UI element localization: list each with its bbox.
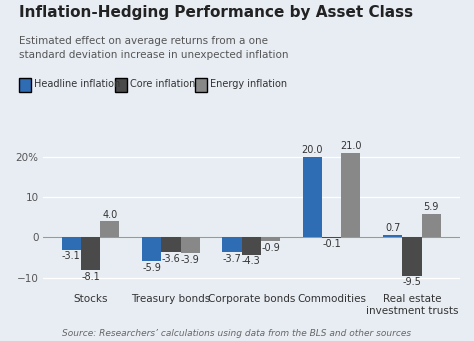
Bar <box>161 237 181 252</box>
Bar <box>322 237 341 238</box>
Text: -3.9: -3.9 <box>181 255 200 265</box>
Bar <box>142 237 161 261</box>
Bar <box>222 237 242 252</box>
Text: Estimated effect on average returns from a one
standard deviation increase in un: Estimated effect on average returns from… <box>19 36 289 60</box>
Text: -5.9: -5.9 <box>142 263 161 273</box>
Text: Headline inflation: Headline inflation <box>34 78 120 89</box>
Bar <box>81 237 100 270</box>
Text: 4.0: 4.0 <box>102 210 118 220</box>
Text: Core inflation: Core inflation <box>130 78 196 89</box>
Bar <box>261 237 280 241</box>
Text: 5.9: 5.9 <box>423 202 439 212</box>
Text: 20.0: 20.0 <box>301 145 323 155</box>
Text: 0.7: 0.7 <box>385 223 401 233</box>
Text: -0.1: -0.1 <box>322 239 341 249</box>
Text: -3.1: -3.1 <box>62 252 81 262</box>
Text: 21.0: 21.0 <box>340 141 362 151</box>
Bar <box>100 221 119 237</box>
Bar <box>341 152 361 237</box>
Text: Source: Researchers’ calculations using data from the BLS and other sources: Source: Researchers’ calculations using … <box>63 329 411 338</box>
Text: Energy inflation: Energy inflation <box>210 78 288 89</box>
Bar <box>242 237 261 255</box>
Bar <box>62 237 81 250</box>
Bar <box>383 235 402 237</box>
Bar <box>181 237 200 253</box>
Bar <box>421 213 441 237</box>
Bar <box>302 157 322 237</box>
Text: -0.9: -0.9 <box>261 242 280 253</box>
Text: -8.1: -8.1 <box>81 272 100 282</box>
Text: Inflation-Hedging Performance by Asset Class: Inflation-Hedging Performance by Asset C… <box>19 5 413 20</box>
Text: -9.5: -9.5 <box>402 277 421 287</box>
Text: -4.3: -4.3 <box>242 256 261 266</box>
Text: -3.6: -3.6 <box>162 253 180 264</box>
Bar <box>402 237 421 276</box>
Text: -3.7: -3.7 <box>222 254 241 264</box>
